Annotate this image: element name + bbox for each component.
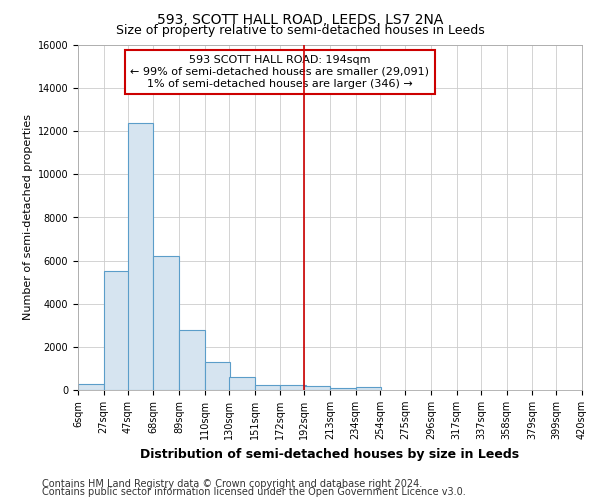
X-axis label: Distribution of semi-detached houses by size in Leeds: Distribution of semi-detached houses by …: [140, 448, 520, 460]
Text: Size of property relative to semi-detached houses in Leeds: Size of property relative to semi-detach…: [116, 24, 484, 37]
Bar: [205, 362, 230, 390]
Text: Contains HM Land Registry data © Crown copyright and database right 2024.: Contains HM Land Registry data © Crown c…: [42, 479, 422, 489]
Bar: [280, 384, 305, 390]
Bar: [304, 386, 330, 390]
Bar: [356, 387, 381, 390]
Text: Contains public sector information licensed under the Open Government Licence v3: Contains public sector information licen…: [42, 487, 466, 497]
Bar: [128, 122, 154, 390]
Bar: [254, 384, 280, 390]
Text: 593, SCOTT HALL ROAD, LEEDS, LS7 2NA: 593, SCOTT HALL ROAD, LEEDS, LS7 2NA: [157, 12, 443, 26]
Bar: [78, 384, 104, 390]
Y-axis label: Number of semi-detached properties: Number of semi-detached properties: [23, 114, 34, 320]
Bar: [104, 272, 129, 390]
Text: 593 SCOTT HALL ROAD: 194sqm
← 99% of semi-detached houses are smaller (29,091)
1: 593 SCOTT HALL ROAD: 194sqm ← 99% of sem…: [130, 56, 429, 88]
Bar: [229, 377, 254, 390]
Bar: [179, 330, 205, 390]
Bar: [330, 388, 356, 390]
Bar: [154, 256, 179, 390]
